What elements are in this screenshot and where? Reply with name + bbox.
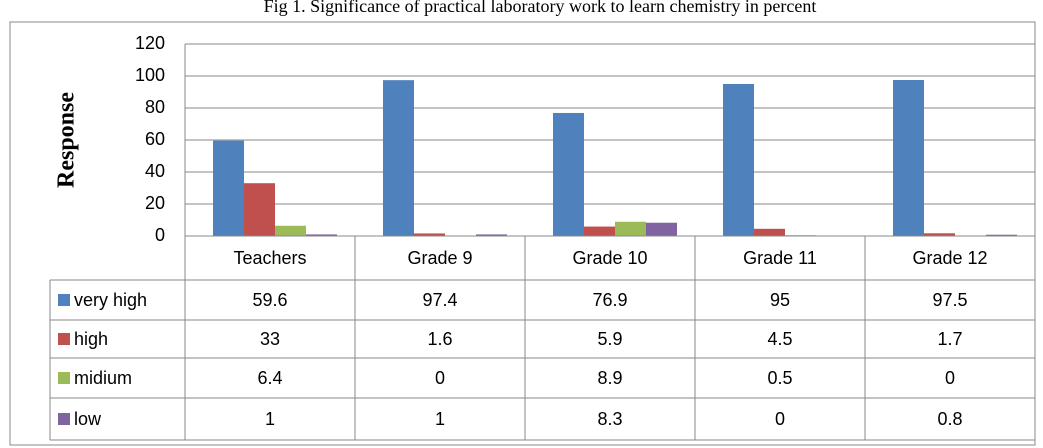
table-cell: 0 xyxy=(775,409,785,429)
y-tick-label: 60 xyxy=(145,129,165,149)
bar xyxy=(553,112,584,236)
legend-label: very high xyxy=(74,290,147,310)
table-cell: 5.9 xyxy=(597,329,622,349)
table-cell: 1 xyxy=(435,409,445,429)
legend-label: low xyxy=(74,409,102,429)
legend-label: midium xyxy=(74,368,132,388)
table-cell: 0.8 xyxy=(937,409,962,429)
x-tick-label: Grade 10 xyxy=(572,248,647,268)
bar xyxy=(924,233,955,236)
table-cell: 1.7 xyxy=(937,329,962,349)
chart-border xyxy=(9,21,1036,446)
y-tick-label: 100 xyxy=(135,65,165,85)
bar xyxy=(476,234,507,236)
chart-title: Fig 1. Significance of practical laborat… xyxy=(264,0,817,16)
table-cell: 97.4 xyxy=(422,290,457,310)
table-cell: 0 xyxy=(945,368,955,388)
bar xyxy=(213,140,244,236)
y-tick-label: 0 xyxy=(155,225,165,245)
bar xyxy=(414,233,445,236)
bar xyxy=(244,183,275,236)
bar xyxy=(646,222,677,236)
table-cell: 59.6 xyxy=(252,290,287,310)
table-cell: 6.4 xyxy=(257,368,282,388)
bar xyxy=(986,234,1017,236)
bar xyxy=(723,84,754,236)
bar xyxy=(584,226,615,236)
legend-swatch xyxy=(58,413,70,425)
y-tick-label: 120 xyxy=(135,33,165,53)
table-cell: 8.3 xyxy=(597,409,622,429)
bar xyxy=(383,80,414,236)
bar xyxy=(754,228,785,236)
bar xyxy=(306,234,337,236)
table-cell: 1.6 xyxy=(427,329,452,349)
x-tick-label: Teachers xyxy=(233,248,306,268)
legend-swatch xyxy=(58,372,70,384)
x-tick-label: Grade 11 xyxy=(743,248,817,268)
y-tick-label: 40 xyxy=(145,161,165,181)
table-cell: 4.5 xyxy=(767,329,792,349)
bar xyxy=(275,225,306,236)
legend-label: high xyxy=(74,329,108,349)
x-tick-label: Grade 9 xyxy=(407,248,472,268)
legend-swatch xyxy=(58,333,70,345)
y-tick-label: 20 xyxy=(145,193,165,213)
table-cell: 0 xyxy=(435,368,445,388)
y-axis-title: Response xyxy=(54,92,80,188)
x-tick-label: Grade 12 xyxy=(912,248,987,268)
bar xyxy=(615,221,646,236)
table-cell: 1 xyxy=(265,409,275,429)
table-cell: 33 xyxy=(260,329,280,349)
table-cell: 8.9 xyxy=(597,368,622,388)
table-cell: 0.5 xyxy=(767,368,792,388)
y-tick-label: 80 xyxy=(145,97,165,117)
table-cell: 97.5 xyxy=(932,290,967,310)
table-cell: 76.9 xyxy=(592,290,627,310)
legend-swatch xyxy=(58,294,70,306)
table-cell: 95 xyxy=(770,290,790,310)
bar xyxy=(893,80,924,236)
